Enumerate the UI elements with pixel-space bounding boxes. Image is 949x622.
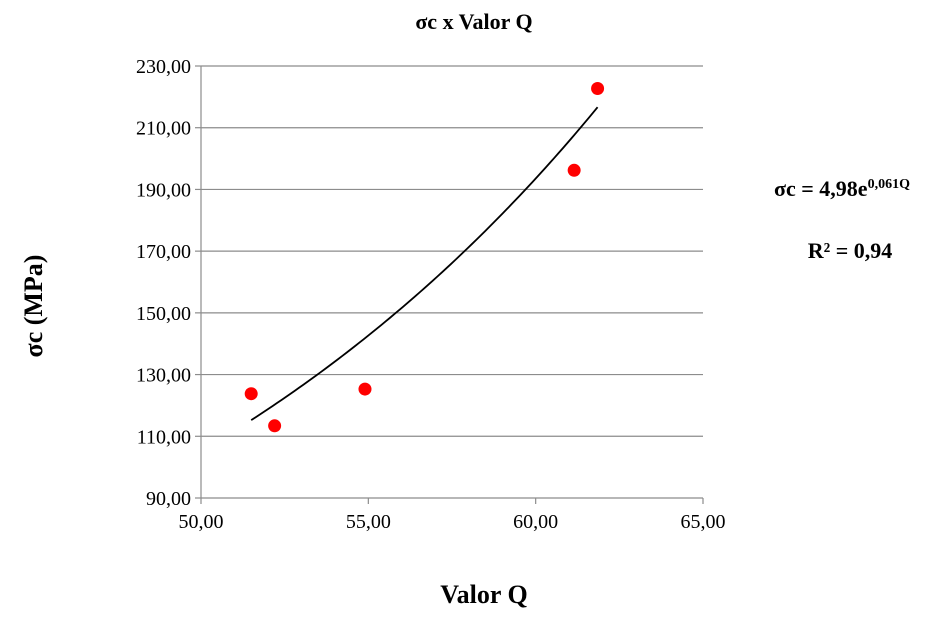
trendline-equation-exponent: 0,061Q	[868, 177, 911, 192]
x-tick-label: 55,00	[346, 511, 391, 533]
x-tick-label: 60,00	[513, 511, 558, 533]
trendline-group	[250, 106, 599, 421]
data-points	[244, 82, 605, 433]
y-tick-label: 150,00	[136, 303, 191, 325]
trendline-r-squared: R² = 0,94	[808, 238, 893, 263]
tick-labels: 90,00 110,00 130,00 150,00 170,00 190,00 210,0…	[136, 56, 726, 533]
trendline-equation: σc = 4,98e0,061Q	[774, 176, 910, 201]
chart-title: σc x Valor Q	[415, 9, 532, 34]
trendline-equation-base: σc = 4,98e	[774, 176, 868, 201]
y-tick-label: 210,00	[136, 118, 191, 140]
gridlines	[201, 65, 703, 437]
y-axis-label: σc (MPa)	[19, 255, 48, 358]
trendline	[250, 106, 599, 421]
x-tick-label: 65,00	[681, 511, 726, 533]
data-point	[358, 382, 372, 396]
data-point	[244, 387, 258, 401]
y-tick-label: 110,00	[137, 426, 191, 448]
y-tick-label: 230,00	[136, 56, 191, 78]
y-tick-label: 190,00	[136, 179, 191, 201]
y-tick-label: 130,00	[136, 365, 191, 387]
y-tick-label: 90,00	[146, 488, 191, 510]
y-tick-label: 170,00	[136, 241, 191, 263]
data-point	[591, 82, 605, 96]
axes	[195, 65, 704, 504]
x-axis-label: Valor Q	[440, 580, 527, 609]
data-point	[268, 419, 282, 433]
data-point	[567, 163, 581, 177]
x-tick-label: 50,00	[179, 511, 224, 533]
